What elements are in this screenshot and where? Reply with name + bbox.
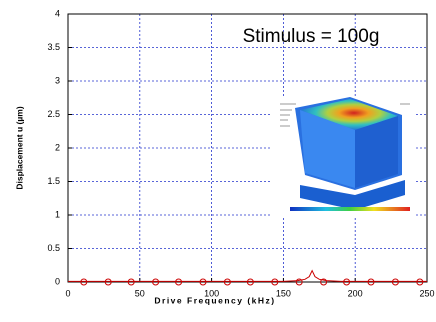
x-axis-label: Drive Frequency (kHz) — [154, 295, 275, 305]
x-tick-label: 0 — [65, 288, 70, 298]
y-tick-label: 0.5 — [47, 243, 60, 253]
y-tick-label: 4 — [55, 8, 60, 18]
y-tick-label: 1.5 — [47, 176, 60, 186]
y-tick-label: 3.5 — [47, 42, 60, 52]
x-tick-label: 150 — [276, 288, 291, 298]
y-tick-label: 2 — [55, 142, 60, 152]
chart: 00.511.522.533.54050100150200250 Drive F… — [0, 0, 436, 322]
fem-inset — [272, 96, 414, 216]
y-tick-label: 2.5 — [47, 109, 60, 119]
y-tick-label: 0 — [55, 276, 60, 286]
x-tick-label: 200 — [348, 288, 363, 298]
y-tick-label: 1 — [55, 209, 60, 219]
x-tick-label: 250 — [419, 288, 434, 298]
inset-colorbar — [290, 207, 410, 211]
annotation: Stimulus = 100g — [243, 26, 380, 47]
y-tick-label: 3 — [55, 75, 60, 85]
y-axis-label: Displacement u (µm) — [14, 106, 24, 189]
x-tick-label: 50 — [135, 288, 145, 298]
